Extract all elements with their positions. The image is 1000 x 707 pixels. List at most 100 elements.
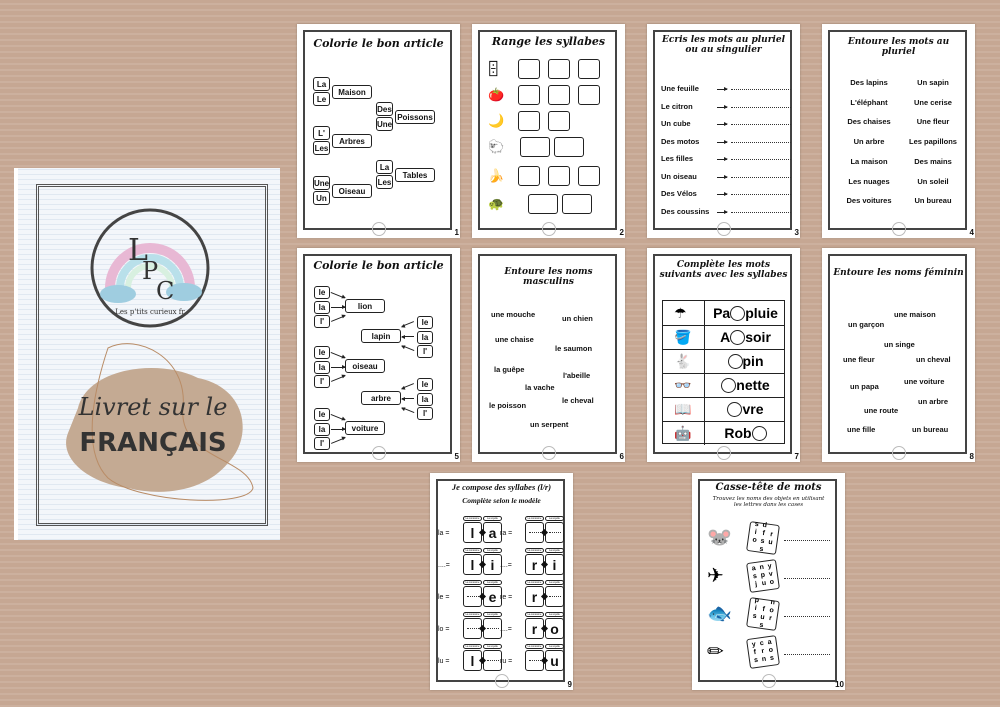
syllable-label: ....= [500,562,512,569]
article-option[interactable]: Le [313,92,330,106]
answer-line[interactable] [731,141,791,143]
syllable-box[interactable] [518,85,540,105]
word-option[interactable]: une fille [847,425,876,434]
cell-header: La consonne [525,612,544,617]
word-option[interactable]: l'abeille [563,371,591,380]
word-option[interactable]: un arbre [918,397,949,406]
article-option[interactable]: l' [314,437,330,450]
word-option[interactable]: le poisson [489,401,527,410]
syllable-circle[interactable] [730,329,746,345]
word-label: Une feuille [661,84,699,93]
article-option[interactable]: La [313,77,330,91]
syllable-cell[interactable] [483,618,502,639]
syllable-cell[interactable]: r [525,554,544,575]
word-option[interactable]: Des voitures [846,196,892,206]
article-option[interactable]: Une [376,117,393,131]
word-option[interactable]: Un sapin [917,78,949,87]
word-option[interactable]: Une fleur [916,117,950,127]
syllable-box[interactable] [528,194,558,214]
word-option[interactable]: la guêpe [494,365,525,374]
syllable-box[interactable] [578,166,600,186]
article-option[interactable]: l' [417,345,433,358]
syllable-box[interactable] [548,59,570,79]
answer-line[interactable] [731,159,791,160]
syllable-box[interactable] [548,111,570,131]
word-option[interactable]: Des mains [914,156,952,166]
article-option[interactable]: Une [313,176,330,190]
word-option[interactable]: une chaise [495,335,534,344]
word-option[interactable]: Des lapins [850,78,888,87]
word-option[interactable]: Un soleil [917,176,949,186]
answer-line[interactable] [784,654,830,655]
article-option[interactable]: la [314,300,330,314]
article-option[interactable]: la [314,360,330,374]
word-option[interactable]: le cheval [562,396,594,405]
word-option[interactable]: une mouche [491,310,536,319]
article-option[interactable]: le [314,408,330,421]
word-option[interactable]: la vache [525,383,555,392]
article-option[interactable]: le [314,346,330,359]
syllable-box[interactable] [518,166,540,186]
article-option[interactable]: Un [313,191,330,205]
article-option[interactable]: le [417,378,433,391]
syllable-box[interactable] [548,166,570,186]
answer-line[interactable] [784,540,830,541]
word-option[interactable]: un serpent [530,420,569,429]
syllable-circle[interactable] [721,377,737,393]
word-option[interactable]: Un arbre [853,137,885,147]
article-option[interactable]: Les [376,175,393,189]
syllable-circle[interactable] [727,401,743,417]
article-option[interactable]: Des [376,102,393,116]
word-option[interactable]: une maison [894,310,936,319]
syllable-box[interactable] [518,59,540,79]
article-option[interactable]: L' [313,126,330,140]
syllable-circle[interactable] [727,353,743,369]
word-option[interactable]: Une cerise [914,97,952,107]
article-option[interactable]: l' [314,315,330,328]
article-option[interactable]: la [314,422,330,436]
article-option[interactable]: la [417,392,433,406]
word-option[interactable]: Les papillons [909,137,957,147]
article-option[interactable]: le [314,286,330,299]
word-option[interactable]: une fleur [843,355,875,364]
article-option[interactable]: la [417,330,433,344]
article-option[interactable]: l' [417,407,433,420]
syllable-box[interactable] [578,85,600,105]
word-option[interactable]: Un bureau [914,196,952,206]
article-option[interactable]: le [417,316,433,329]
syllable-circle[interactable] [730,305,746,321]
article-option[interactable]: Les [313,141,330,155]
answer-line[interactable] [784,578,830,579]
syllable-box[interactable] [578,59,600,79]
answer-line[interactable] [731,194,791,195]
word-option[interactable]: Les nuages [848,176,890,186]
syllable-box[interactable] [548,85,570,105]
syllable-cell[interactable]: l [463,650,482,671]
word-option[interactable]: un bureau [912,425,949,434]
article-option[interactable]: l' [314,375,330,388]
syllable-box[interactable] [554,137,584,157]
answer-line[interactable] [731,124,791,125]
answer-line[interactable] [731,211,791,213]
word-option[interactable]: un garçon [848,320,885,329]
word-option[interactable]: un papa [850,382,879,391]
word-option[interactable]: La maison [850,156,888,166]
word-option[interactable]: Des chaises [847,117,891,127]
word-option[interactable]: un chien [562,314,593,323]
word-option[interactable]: un singe [884,340,915,349]
word-option[interactable]: un cheval [916,355,951,364]
answer-line[interactable] [784,616,830,617]
syllable-circle[interactable] [751,425,767,441]
word-option[interactable]: une voiture [904,377,945,386]
syllable-box[interactable] [518,111,540,131]
answer-line[interactable] [731,89,791,90]
word-option[interactable]: L'éléphant [850,97,888,107]
article-option[interactable]: La [376,160,393,174]
syllable-box[interactable] [562,194,592,214]
answer-line[interactable] [731,176,791,178]
word-option[interactable]: une route [864,406,899,415]
syllable-box[interactable] [520,137,550,157]
answer-line[interactable] [731,106,791,108]
word-option[interactable]: le saumon [555,344,593,353]
syllable-cell[interactable]: l [463,522,482,543]
